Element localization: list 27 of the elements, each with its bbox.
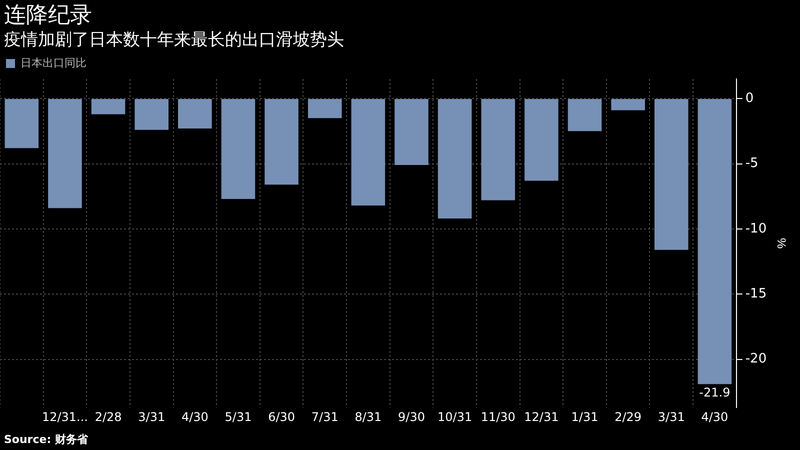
x-tick-label: 4/30 — [181, 410, 208, 424]
y-tick-label: -5 — [745, 156, 758, 172]
chart-title: 连降纪录 — [4, 2, 92, 30]
x-tick-label: 2/28 — [94, 410, 122, 424]
x-tick-label: 2/29 — [614, 410, 642, 424]
x-tick-label: 4/30 — [701, 410, 728, 424]
x-tick-label: 12/31 — [524, 410, 559, 424]
x-tick-label: 10/31 — [438, 410, 472, 424]
y-tick-label: 0 — [745, 90, 754, 106]
data-label: -21.9 — [699, 385, 730, 400]
y-axis-title: % — [774, 238, 788, 249]
y-tick-label: -10 — [745, 221, 767, 236]
y-tick-label: -15 — [745, 286, 767, 302]
chart-subtitle: 疫情加剧了日本数十年来最长的出口滑坡势头 — [4, 29, 344, 51]
x-tick-label: 3/31 — [658, 410, 685, 424]
x-tick-label: 1/31 — [571, 410, 598, 424]
source-note: Source: 财务省 — [4, 432, 88, 447]
x-tick-label: 11/30 — [480, 410, 516, 424]
x-tick-label: 9/30 — [398, 410, 425, 424]
x-tick-label: 12/31... — [42, 410, 88, 424]
x-tick-label: 7/31 — [311, 410, 338, 424]
y-tick-label: -20 — [745, 352, 767, 367]
x-tick-label: 3/31 — [138, 410, 166, 424]
legend-label: 日本出口同比 — [20, 56, 86, 70]
x-tick-label: 5/31 — [224, 410, 252, 424]
x-tick-label: 6/30 — [268, 410, 296, 424]
x-tick-label: 8/31 — [354, 410, 382, 424]
